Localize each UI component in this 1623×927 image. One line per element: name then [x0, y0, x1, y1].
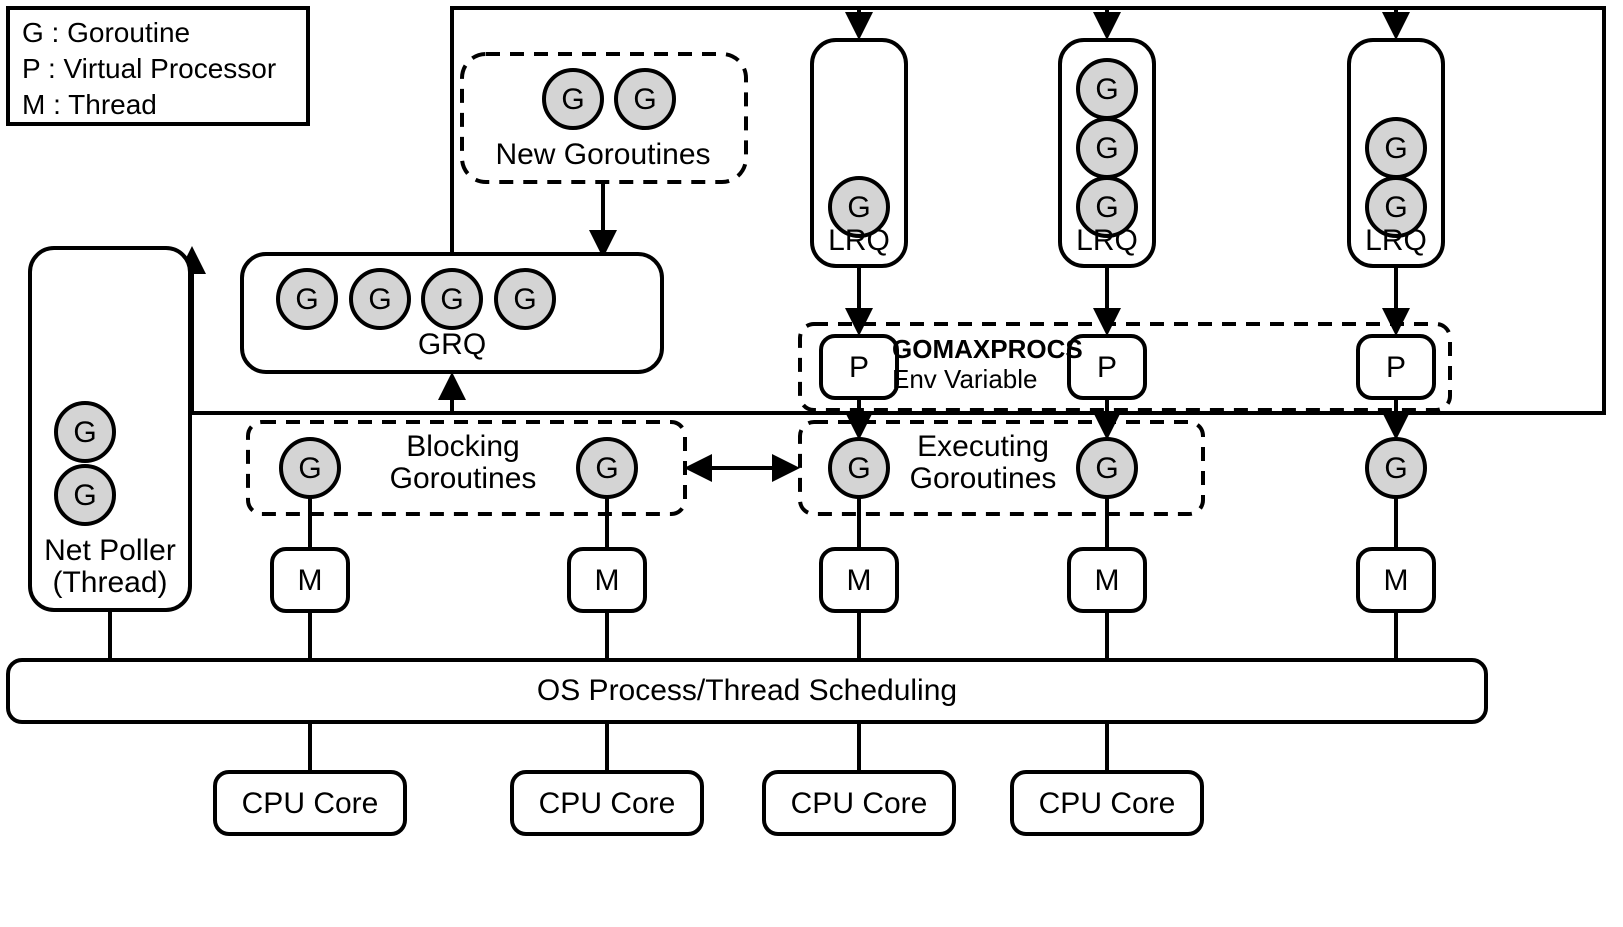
executing-g-0-label: G	[847, 452, 870, 485]
p-label-1: P	[1097, 351, 1117, 384]
legend-line-1: P : Virtual Processor	[22, 53, 276, 84]
p-label-2: P	[1386, 351, 1406, 384]
legend-line-0: G : Goroutine	[22, 17, 190, 48]
os-sched-label: OS Process/Thread Scheduling	[537, 674, 957, 707]
lrq-0-g-0-label: G	[847, 191, 870, 224]
blocking-label-1: Blocking	[406, 430, 519, 463]
cpu-label-0: CPU Core	[242, 787, 379, 820]
m-label-4: M	[1384, 564, 1409, 597]
gomaxprocs-label: GOMAXPROCS	[892, 334, 1083, 364]
p-label-0: P	[849, 351, 869, 384]
lrq-label-0: LRQ	[828, 224, 890, 257]
legend-line-2: M : Thread	[22, 89, 157, 120]
envvar-label: Env Variable	[892, 364, 1038, 394]
netpoller-label-2: (Thread)	[52, 566, 167, 599]
netpoller-g-1-label: G	[73, 479, 96, 512]
blocking-g-0-label: G	[298, 452, 321, 485]
executing-label-1: Executing	[917, 430, 1049, 463]
lrq-2-g-0-label: G	[1384, 132, 1407, 165]
executing-g-1-label: G	[1095, 452, 1118, 485]
m-label-0: M	[298, 564, 323, 597]
new-goroutines-label: New Goroutines	[495, 138, 710, 171]
m-label-3: M	[1095, 564, 1120, 597]
executing-g-extra-label: G	[1384, 452, 1407, 485]
grq-g-3-label: G	[513, 283, 536, 316]
executing-label-2: Goroutines	[910, 462, 1057, 495]
go-scheduler-diagram: G : Goroutine P : Virtual Processor M : Th…	[0, 0, 1623, 927]
netpoller-g-0-label: G	[73, 416, 96, 449]
new-g-1-label: G	[633, 83, 656, 116]
connector-2	[452, 8, 859, 52]
blocking-label-2: Goroutines	[390, 462, 537, 495]
m-label-1: M	[595, 564, 620, 597]
lrq-label-1: LRQ	[1076, 224, 1138, 257]
netpoller-label-1: Net Poller	[44, 534, 176, 567]
new-g-0-label: G	[561, 83, 584, 116]
cpu-label-2: CPU Core	[791, 787, 928, 820]
lrq-1-g-2-label: G	[1095, 191, 1118, 224]
cpu-label-3: CPU Core	[1039, 787, 1176, 820]
lrq-2-g-1-label: G	[1384, 191, 1407, 224]
grq-g-0-label: G	[295, 283, 318, 316]
m-label-2: M	[847, 564, 872, 597]
lrq-1-g-0-label: G	[1095, 73, 1118, 106]
grq-g-2-label: G	[440, 283, 463, 316]
lrq-1-g-1-label: G	[1095, 132, 1118, 165]
blocking-g-1-label: G	[595, 452, 618, 485]
grq-g-1-label: G	[368, 283, 391, 316]
grq-label: GRQ	[418, 328, 486, 361]
cpu-label-1: CPU Core	[539, 787, 676, 820]
lrq-label-2: LRQ	[1365, 224, 1427, 257]
